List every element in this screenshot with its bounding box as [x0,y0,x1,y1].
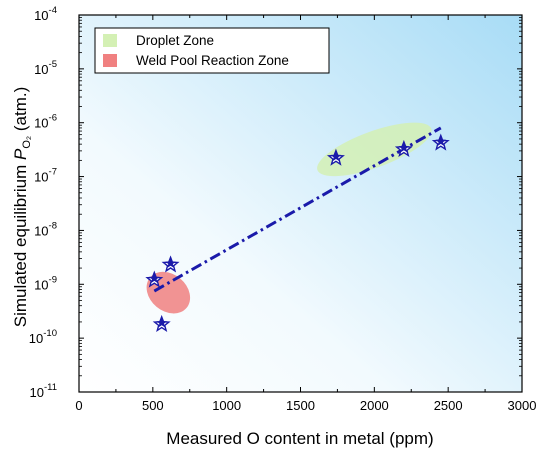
data-point-star [161,255,180,273]
star-marker-fill [156,317,167,328]
data-point-star [431,133,450,151]
y-tick-label: 10-5 [34,59,57,77]
data-points [145,133,450,333]
legend: Droplet Zone Weld Pool Reaction Zone [94,27,330,74]
y-tick-label: 10-8 [34,220,57,238]
star-marker-fill [165,257,176,268]
y-tick-label: 10-9 [34,274,57,292]
x-tick-label: 0 [75,398,82,413]
y-tick-label: 10-11 [30,382,58,400]
star-marker-fill [149,273,160,283]
y-axis-title: Simulated equilibrium PO₂ (atm.) [11,87,33,328]
plot-area [79,15,522,392]
trendline [153,126,442,293]
legend-label-weld-pool: Weld Pool Reaction Zone [136,53,289,68]
legend-swatch-weld-pool [103,54,117,67]
y-tick-label: 10-7 [34,167,57,185]
x-tick-label: 1500 [286,398,315,413]
y-tick-label: 10-4 [34,5,57,23]
data-point-star [152,314,171,333]
star-marker-fill [330,151,342,162]
star-marker-fill [398,142,410,153]
zone-droplet [317,122,432,177]
x-tick-label: 2500 [434,398,463,413]
y-axis-ticks: 10-11 10-10 10-9 10-8 10-7 10-6 10-5 10-4 [29,5,522,400]
x-tick-label: 2000 [360,398,389,413]
y-axis-title-unit: (atm.) [11,87,30,136]
y-axis-title-subscript: O₂ [21,136,33,149]
x-tick-label: 3000 [508,398,537,413]
y-axis-title-main: Simulated equilibrium [11,160,30,327]
data-point-star [326,148,345,166]
x-axis-title: Measured O content in metal (ppm) [166,429,433,448]
data-point-star [145,270,164,288]
x-axis-ticks: 0 500 1000 1500 2000 2500 3000 [75,15,536,413]
legend-label-droplet: Droplet Zone [136,33,214,48]
trendline-group [153,126,442,293]
data-point-star [394,139,413,158]
y-axis-title-symbol: P [11,148,30,160]
x-tick-label: 500 [142,398,164,413]
y-tick-label: 10-10 [29,328,57,346]
legend-swatch-droplet [103,34,117,47]
star-marker-fill [435,136,447,146]
legend-box [94,27,330,74]
x-tick-label: 1000 [212,398,241,413]
y-tick-label: 10-6 [34,113,57,131]
